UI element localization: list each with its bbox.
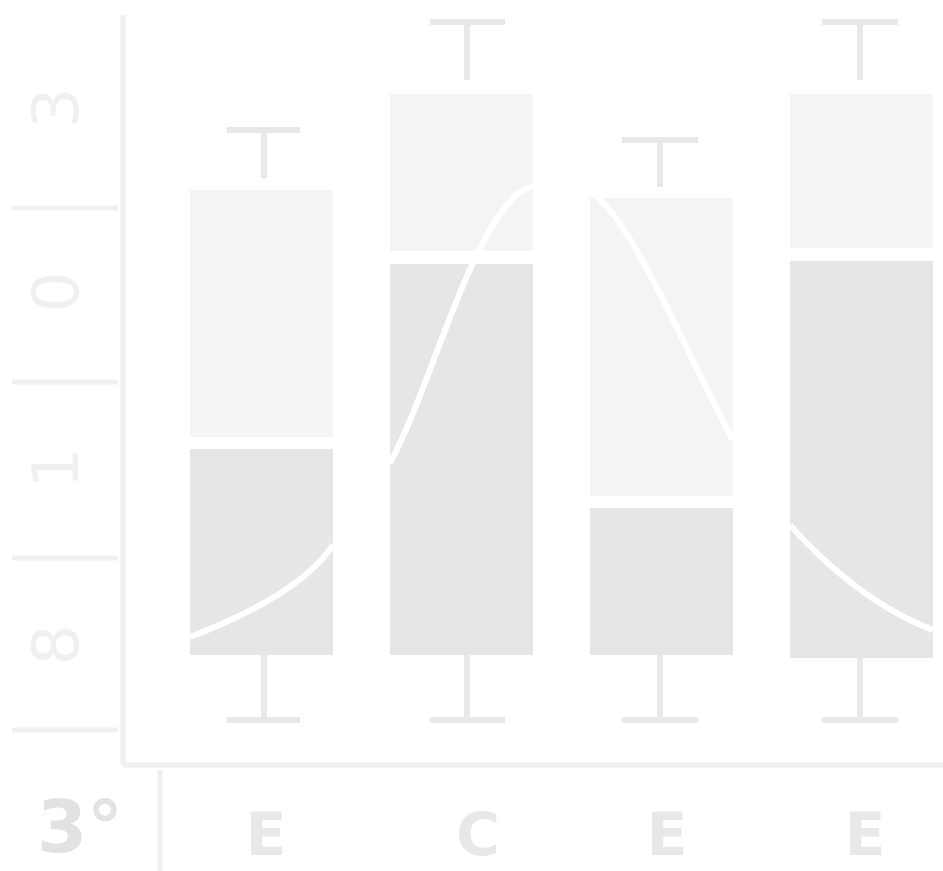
whisker (430, 19, 505, 723)
box-4 (790, 19, 933, 723)
x-label: E (647, 800, 688, 870)
y-label: 8 (20, 625, 94, 666)
box-lower (390, 264, 533, 655)
box-lower (590, 508, 733, 655)
box-upper (390, 94, 533, 251)
box-3 (590, 137, 733, 723)
box-upper (590, 198, 733, 496)
whisker (227, 127, 300, 723)
box-lower (190, 449, 333, 655)
box-upper (190, 190, 333, 437)
box-1 (190, 127, 333, 723)
y-ticks (12, 205, 118, 733)
whisker (622, 137, 698, 723)
y-label: 0 (20, 272, 94, 313)
x-label: E (845, 800, 886, 870)
y-label: 3 (20, 88, 94, 129)
x-label: E (246, 800, 287, 870)
y-label: 1 (20, 448, 94, 489)
corner-label: 3° (37, 785, 123, 869)
box-lower (790, 261, 933, 658)
box-2 (390, 19, 533, 723)
whisker (822, 19, 898, 723)
x-label: C (456, 800, 500, 870)
box-upper (790, 94, 933, 248)
curve (188, 180, 935, 640)
